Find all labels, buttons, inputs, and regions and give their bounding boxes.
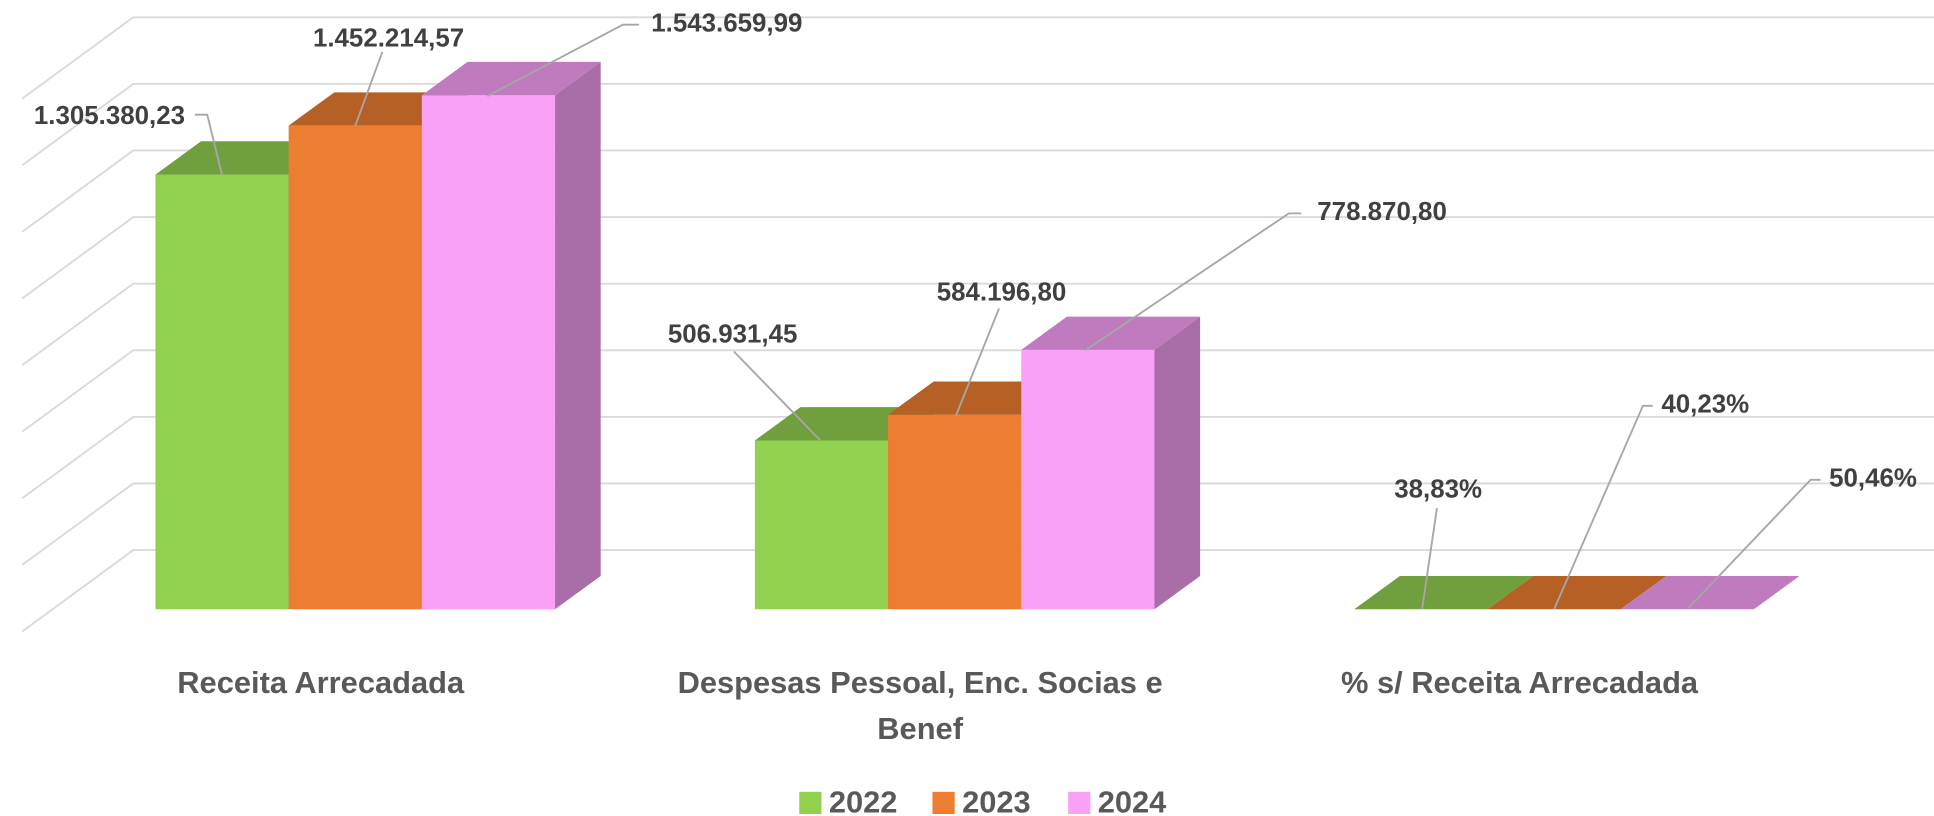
leader-line (733, 350, 821, 441)
bar-front (155, 174, 289, 610)
grid-line (21, 149, 1934, 233)
value-label: 506.931,45 (668, 320, 798, 348)
bar-top (1354, 575, 1534, 610)
grid-line (21, 482, 1934, 566)
grid-line (21, 549, 1934, 633)
bar-side (1753, 575, 1800, 610)
legend-swatch (1068, 791, 1091, 815)
leader-line (354, 51, 384, 127)
grid-line (21, 282, 1934, 366)
category-label: Receita Arrecadada (177, 666, 465, 701)
legend-swatch (932, 791, 955, 815)
leader-line (1553, 404, 1653, 610)
value-label: 1.305.380,23 (34, 102, 185, 130)
bar-side (1154, 316, 1201, 610)
leader-line (1686, 478, 1821, 610)
value-label: 40,23% (1661, 391, 1749, 419)
leader-line (1421, 508, 1438, 610)
category-label: Despesas Pessoal, Enc. Socias e Benef (677, 666, 1163, 747)
leader-line (194, 113, 223, 176)
bar-side (555, 61, 601, 610)
value-label: 1.543.659,99 (651, 10, 802, 38)
bar-front (888, 414, 1022, 610)
category-label: % s/ Receita Arrecadada (1341, 666, 1699, 701)
value-label: 584.196,80 (937, 278, 1067, 306)
grid-line (21, 349, 1934, 433)
legend-label: 2023 (962, 784, 1031, 816)
value-label: 50,46% (1829, 465, 1917, 493)
legend-label: 2024 (1098, 784, 1167, 816)
grid-line (21, 16, 1934, 100)
legend-swatch (799, 791, 822, 815)
leader-line (955, 307, 1000, 416)
legend-label: 2022 (829, 784, 898, 816)
bar-front (754, 440, 889, 610)
bar-front (288, 125, 422, 610)
bar-top (1487, 575, 1667, 610)
leader-line (1084, 212, 1302, 352)
category-label-box: % s/ Receita Arrecadada (1341, 666, 1699, 701)
grid-line (21, 415, 1934, 500)
grid-line (21, 216, 1934, 300)
value-label: 38,83% (1394, 476, 1482, 504)
leader-line (486, 23, 639, 98)
bar-front (421, 95, 556, 610)
value-label: 1.452.214,57 (313, 24, 464, 52)
category-label-box: Despesas Pessoal, Enc. Socias e Benef (677, 666, 1163, 747)
value-label: 778.870,80 (1317, 198, 1447, 226)
bar-front (1021, 349, 1155, 610)
bar-top (421, 61, 601, 96)
grid-line (21, 82, 1934, 167)
bar-top (1620, 575, 1800, 610)
category-label-box: Receita Arrecadada (177, 666, 465, 701)
